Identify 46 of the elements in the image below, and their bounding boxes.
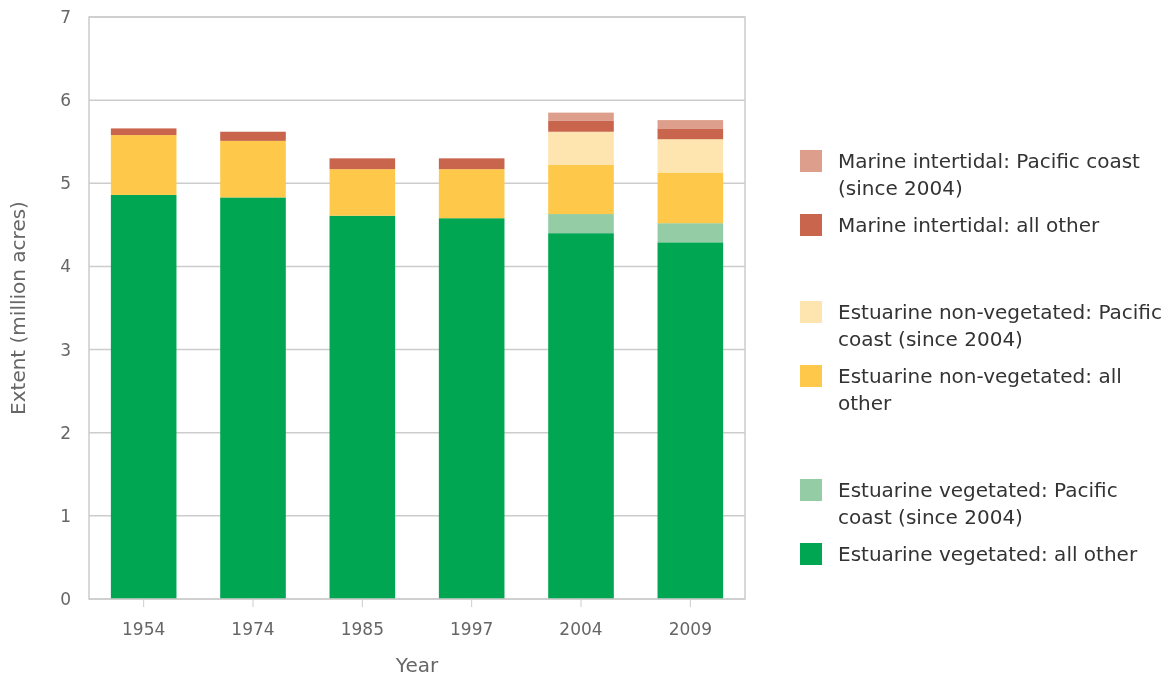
- bar: [220, 197, 286, 599]
- x-axis-title: Year: [394, 653, 439, 677]
- bar: [329, 215, 396, 599]
- bar: [329, 158, 396, 170]
- bar: [657, 172, 724, 224]
- bar: [548, 164, 614, 215]
- legend-label: Estuarine vegetated: all other: [838, 542, 1138, 566]
- bar: [657, 223, 724, 243]
- x-tick-label: 1954: [122, 619, 166, 639]
- x-tick-label: 2009: [668, 619, 712, 639]
- legend-label: Estuarine non-vegetated: Pacific coast (since 2004): [838, 300, 1162, 351]
- bar: [110, 135, 177, 195]
- legend-label: Marine intertidal: Pacific coast (since 2004): [838, 149, 1141, 200]
- y-tick-label: 0: [60, 589, 71, 609]
- bar: [548, 214, 614, 234]
- bar: [657, 128, 724, 140]
- y-tick-label: 4: [60, 256, 71, 277]
- y-tick-label: 6: [60, 90, 71, 111]
- bar: [548, 233, 614, 599]
- bar: [657, 242, 724, 599]
- y-tick-label: 2: [60, 422, 71, 443]
- y-axis-title: Extent (million acres): [6, 201, 30, 415]
- bar: [438, 218, 505, 599]
- bar: [220, 140, 286, 198]
- y-tick-label: 5: [60, 173, 71, 194]
- bar: [548, 120, 614, 132]
- y-tick-label: 3: [60, 339, 71, 360]
- y-tick-label: 7: [60, 7, 71, 27]
- x-tick-label: 2004: [559, 619, 603, 639]
- bar: [438, 169, 505, 219]
- legend-label: Estuarine vegetated: Pacific coast (since 2004): [838, 478, 1118, 529]
- legend-label: Estuarine non-vegetated: all other: [838, 364, 1122, 415]
- bar: [110, 128, 177, 136]
- y-tick-label: 1: [60, 505, 71, 526]
- bar: [548, 131, 614, 165]
- bar: [329, 169, 396, 216]
- bar: [438, 158, 505, 170]
- bar: [220, 131, 286, 141]
- x-tick-label: 1974: [231, 619, 275, 639]
- x-tick-label: 1997: [450, 619, 494, 639]
- bar: [657, 139, 724, 173]
- bar: [110, 194, 177, 599]
- legend-label: Marine intertidal: all other: [838, 213, 1101, 237]
- x-tick-label: 1985: [340, 619, 384, 639]
- bar: [548, 112, 614, 121]
- bar: [657, 120, 724, 129]
